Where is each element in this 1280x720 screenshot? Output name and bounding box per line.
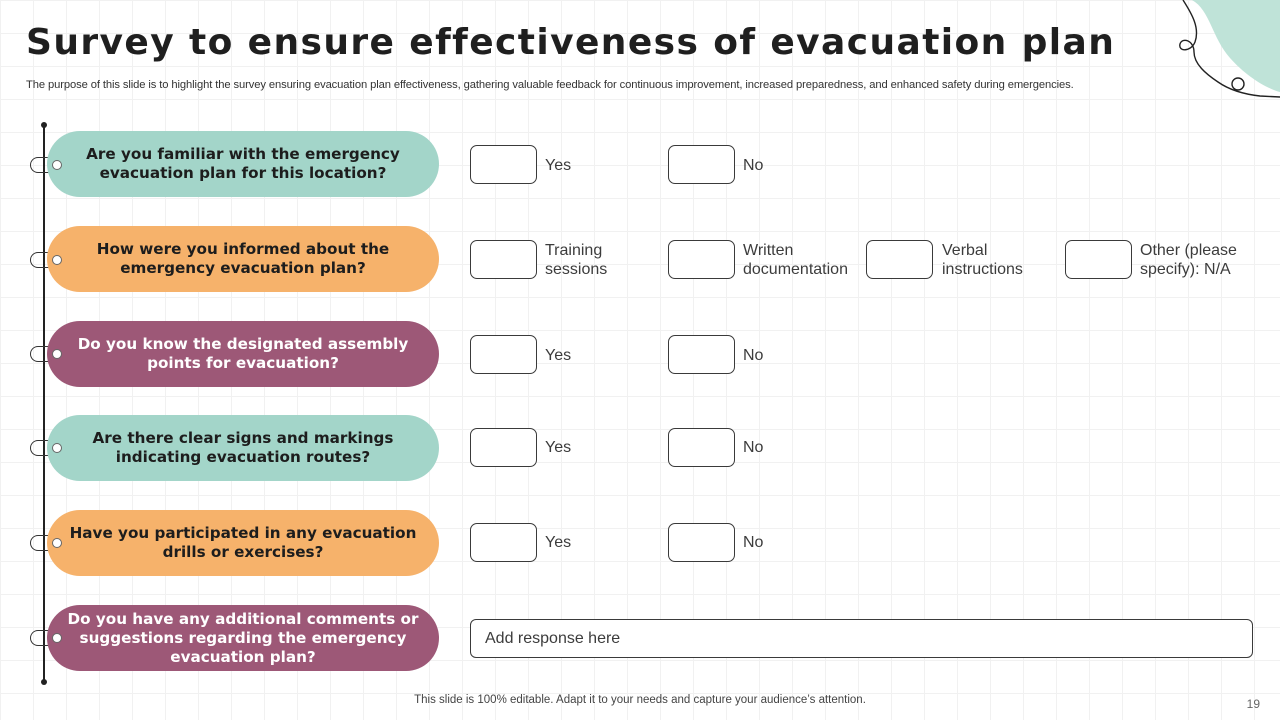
question-2-text: How were you informed about the emergenc… (96, 240, 390, 277)
q1-option-yes-checkbox[interactable] (470, 145, 537, 184)
timeline-knob (52, 255, 62, 265)
question-6-pill: Do you have any additional comments or s… (47, 605, 439, 671)
q2-option-training-checkbox[interactable] (470, 240, 537, 279)
timeline-hook (30, 157, 60, 173)
timeline-knob (52, 160, 62, 170)
q3-option-no-checkbox[interactable] (668, 335, 735, 374)
q4-option-yes-checkbox[interactable] (470, 428, 537, 467)
question-1-text: Are you familiar with the emergency evac… (86, 145, 400, 182)
slide-subtitle: The purpose of this slide is to highligh… (26, 79, 1074, 91)
q3-option-yes-checkbox[interactable] (470, 335, 537, 374)
timeline-start-dot (41, 122, 47, 128)
question-3-pill: Do you know the designated assembly poin… (47, 321, 439, 387)
q2-option-other-label: Other (please specify): N/A (1140, 242, 1237, 278)
q1-option-yes-label: Yes (545, 157, 572, 174)
slide-title: Survey to ensure effectiveness of evacua… (26, 22, 1116, 63)
q2-option-written-checkbox[interactable] (668, 240, 735, 279)
q4-option-no-checkbox[interactable] (668, 428, 735, 467)
timeline-hook (30, 630, 60, 646)
question-4-text: Are there clear signs and markings indic… (92, 429, 394, 466)
q1-option-no-label: No (743, 157, 764, 174)
q5-option-no-checkbox[interactable] (668, 523, 735, 562)
timeline-knob (52, 349, 62, 359)
q3-option-yes-label: Yes (545, 347, 572, 364)
q5-option-no-label: No (743, 534, 764, 551)
footer-note: This slide is 100% editable. Adapt it to… (414, 694, 866, 706)
question-2-pill: How were you informed about the emergenc… (47, 226, 439, 292)
question-4-pill: Are there clear signs and markings indic… (47, 415, 439, 481)
question-5-pill: Have you participated in any evacuation … (47, 510, 439, 576)
q4-option-no-label: No (743, 439, 764, 456)
timeline-hook (30, 346, 60, 362)
q5-option-yes-checkbox[interactable] (470, 523, 537, 562)
timeline-end-dot (41, 679, 47, 685)
q2-option-verbal-checkbox[interactable] (866, 240, 933, 279)
timeline-line (43, 125, 45, 683)
timeline-hook (30, 252, 60, 268)
question-5-text: Have you participated in any evacuation … (69, 524, 417, 561)
q4-option-yes-label: Yes (545, 439, 572, 456)
decorative-swirl-graphic (1179, 0, 1280, 98)
comments-response-input[interactable] (470, 619, 1253, 658)
q5-option-yes-label: Yes (545, 534, 572, 551)
question-3-text: Do you know the designated assembly poin… (77, 335, 409, 372)
timeline-knob (52, 443, 62, 453)
q2-option-written-label: Written documentation (743, 242, 848, 278)
q2-option-verbal-label: Verbal instructions (942, 242, 1023, 278)
q1-option-no-checkbox[interactable] (668, 145, 735, 184)
question-6-text: Do you have any additional comments or s… (67, 609, 419, 666)
q3-option-no-label: No (743, 347, 764, 364)
timeline-knob (52, 633, 62, 643)
q2-option-training-label: Training sessions (545, 242, 608, 278)
timeline-knob (52, 538, 62, 548)
page-number: 19 (1246, 697, 1260, 711)
q2-option-other-checkbox[interactable] (1065, 240, 1132, 279)
question-1-pill: Are you familiar with the emergency evac… (47, 131, 439, 197)
timeline-hook (30, 440, 60, 456)
timeline-hook (30, 535, 60, 551)
